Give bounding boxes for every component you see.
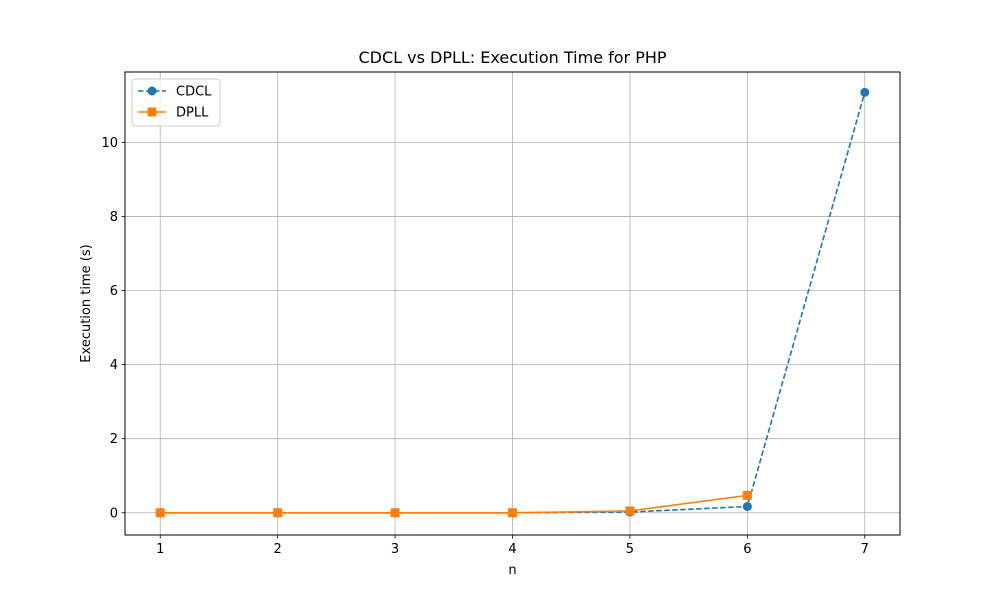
data-point-cdcl xyxy=(860,87,870,97)
y-tick-label: 2 xyxy=(110,432,118,447)
data-point-cdcl xyxy=(742,501,752,511)
legend-marker-dpll xyxy=(147,107,157,117)
x-tick-label: 6 xyxy=(743,542,751,557)
chart-title: CDCL vs DPLL: Execution Time for PHP xyxy=(358,48,666,67)
data-point-dpll xyxy=(508,508,517,518)
y-tick-label: 10 xyxy=(101,136,118,151)
legend-label-dpll: DPLL xyxy=(176,106,209,121)
series-layer xyxy=(155,87,870,518)
x-tick-label: 3 xyxy=(391,542,399,557)
x-tick-label: 4 xyxy=(508,542,516,557)
x-tick-label: 5 xyxy=(626,542,634,557)
y-tick-label: 8 xyxy=(110,210,118,225)
data-point-dpll xyxy=(273,508,283,518)
y-tick-label: 0 xyxy=(110,506,118,521)
data-point-dpll xyxy=(742,490,752,500)
x-tick-label: 7 xyxy=(861,542,869,557)
series-line-dpll xyxy=(160,494,748,514)
x-tick-label: 2 xyxy=(274,542,282,557)
legend: CDCL DPLL xyxy=(131,78,221,127)
x-tick-label: 1 xyxy=(156,542,164,557)
legend-marker-cdcl xyxy=(147,86,157,96)
data-point-dpll xyxy=(625,506,635,516)
data-point-dpll xyxy=(155,508,165,518)
y-tick-label: 4 xyxy=(110,358,118,373)
legend-label-cdcl: CDCL xyxy=(176,85,212,100)
axis-ticks: 1 2 3 4 5 6 7 0 2 4 6 8 10 xyxy=(101,136,868,557)
data-point-dpll xyxy=(390,508,400,518)
y-tick-label: 6 xyxy=(110,284,118,299)
y-axis-label: Execution time (s) xyxy=(79,244,94,362)
x-axis-label: n xyxy=(508,563,516,578)
